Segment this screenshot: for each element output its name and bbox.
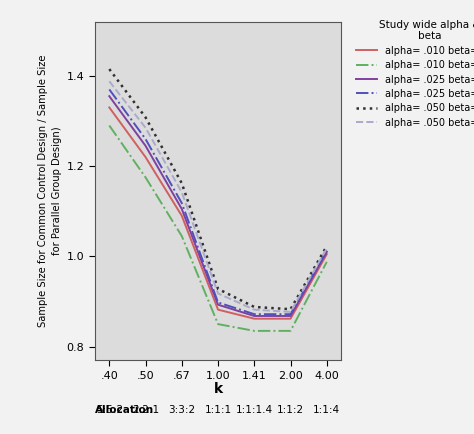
Text: Allocation: Allocation (95, 405, 154, 415)
alpha= .025 beta= .200 (143, 136, 148, 141)
alpha= .010 beta= .100 (215, 307, 221, 312)
Line: alpha= .010 beta= .100: alpha= .010 beta= .100 (109, 108, 327, 319)
alpha= .025 beta= .200 (107, 87, 112, 92)
Text: 3:3:2: 3:3:2 (168, 405, 195, 415)
alpha= .050 beta= .100 (143, 115, 148, 120)
alpha= .025 beta= .100 (107, 94, 112, 99)
Y-axis label: Sample Size for Common Control Design / Sample Size
for Parallel Group Design): Sample Size for Common Control Design / … (38, 55, 63, 327)
alpha= .010 beta= .100 (251, 316, 257, 321)
alpha= .050 beta= .100 (251, 304, 257, 309)
Text: 5:5:2: 5:5:2 (96, 405, 123, 415)
alpha= .025 beta= .200 (215, 300, 221, 305)
alpha= .050 beta= .100 (288, 306, 293, 312)
Text: 1:1:1.4: 1:1:1.4 (236, 405, 273, 415)
X-axis label: k: k (213, 382, 223, 396)
alpha= .050 beta= .100 (324, 243, 329, 249)
alpha= .010 beta= .100 (107, 105, 112, 110)
alpha= .010 beta= .200 (107, 123, 112, 128)
alpha= .010 beta= .200 (143, 175, 148, 180)
alpha= .050 beta= .100 (215, 286, 221, 292)
Line: alpha= .025 beta= .100: alpha= .025 beta= .100 (109, 96, 327, 316)
alpha= .010 beta= .100 (143, 155, 148, 160)
alpha= .050 beta= .200 (179, 190, 185, 195)
alpha= .050 beta= .100 (179, 181, 185, 186)
Line: alpha= .010 beta= .200: alpha= .010 beta= .200 (109, 125, 327, 331)
alpha= .050 beta= .200 (107, 79, 112, 84)
alpha= .050 beta= .200 (143, 125, 148, 130)
alpha= .010 beta= .100 (179, 213, 185, 218)
alpha= .025 beta= .100 (288, 313, 293, 319)
alpha= .050 beta= .200 (288, 309, 293, 315)
Line: alpha= .025 beta= .200: alpha= .025 beta= .200 (109, 89, 327, 314)
alpha= .025 beta= .100 (324, 249, 329, 254)
alpha= .050 beta= .100 (107, 66, 112, 72)
Text: 1:1:1: 1:1:1 (204, 405, 232, 415)
alpha= .050 beta= .200 (215, 291, 221, 296)
alpha= .010 beta= .100 (324, 252, 329, 257)
alpha= .025 beta= .100 (179, 207, 185, 212)
alpha= .025 beta= .100 (143, 143, 148, 148)
alpha= .010 beta= .100 (288, 316, 293, 321)
alpha= .050 beta= .200 (324, 246, 329, 251)
alpha= .025 beta= .200 (179, 201, 185, 206)
alpha= .010 beta= .200 (288, 328, 293, 333)
alpha= .025 beta= .200 (288, 312, 293, 317)
Text: 1:1:4: 1:1:4 (313, 405, 340, 415)
alpha= .050 beta= .200 (251, 307, 257, 312)
alpha= .010 beta= .200 (324, 259, 329, 264)
Legend: alpha= .010 beta= .100, alpha= .010 beta= .200, alpha= .025 beta= .100, alpha= .: alpha= .010 beta= .100, alpha= .010 beta… (356, 20, 474, 128)
Text: 1:1:2: 1:1:2 (277, 405, 304, 415)
alpha= .025 beta= .200 (324, 248, 329, 253)
alpha= .010 beta= .200 (215, 322, 221, 327)
Text: 2:2:1: 2:2:1 (132, 405, 159, 415)
alpha= .010 beta= .200 (179, 233, 185, 239)
alpha= .025 beta= .100 (215, 302, 221, 307)
alpha= .010 beta= .200 (251, 328, 257, 333)
alpha= .025 beta= .100 (251, 313, 257, 319)
Line: alpha= .050 beta= .100: alpha= .050 beta= .100 (109, 69, 327, 309)
Line: alpha= .050 beta= .200: alpha= .050 beta= .200 (109, 81, 327, 312)
alpha= .025 beta= .200 (251, 312, 257, 317)
